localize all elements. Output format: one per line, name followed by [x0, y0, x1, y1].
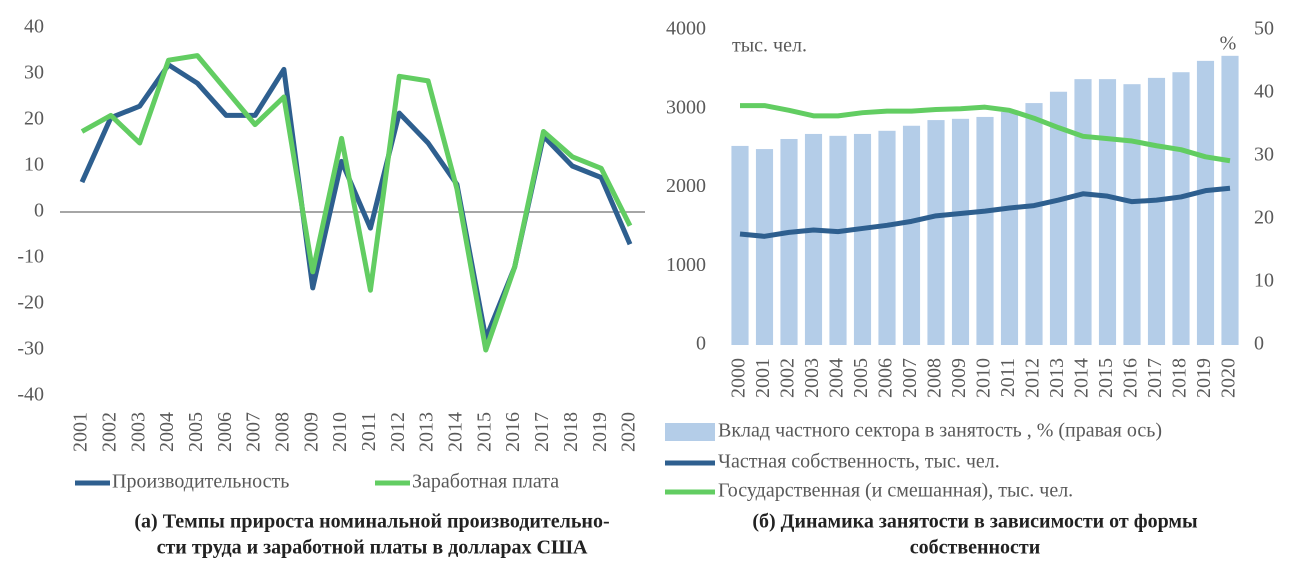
x-tick-label: 2019 — [1193, 358, 1215, 398]
x-tick-label: 2010 — [973, 358, 995, 398]
bar — [780, 138, 798, 345]
x-tick-label: 2000 — [728, 358, 750, 398]
bar — [878, 130, 896, 345]
x-tick-label: 2016 — [502, 412, 524, 452]
y-tick-label: -30 — [17, 338, 44, 360]
bar — [902, 125, 921, 345]
x-tick-label: 2011 — [358, 412, 380, 451]
x-tick-label: 2013 — [1046, 358, 1068, 398]
bar — [1000, 111, 1019, 346]
y2-axis-label: % — [1220, 33, 1237, 55]
bar — [1123, 84, 1141, 346]
y2-tick-label: 0 — [1254, 333, 1264, 355]
bar — [853, 133, 872, 345]
x-tick-label: 2007 — [243, 412, 265, 452]
x-tick-label: 2015 — [1095, 358, 1117, 398]
bar — [1025, 103, 1043, 345]
y-tick-label: 20 — [24, 108, 44, 130]
x-tick-label: 2016 — [1120, 358, 1142, 398]
bar — [1147, 77, 1166, 345]
y-tick-label: -20 — [17, 292, 44, 314]
legend-label: Государственная (и смешанная), тыс. чел. — [718, 480, 1073, 502]
x-tick-label: 2004 — [826, 358, 848, 398]
x-tick-label: 2015 — [473, 412, 495, 452]
y-tick-label: 10 — [24, 154, 44, 176]
y-tick-label: 40 — [24, 16, 44, 38]
x-tick-label: 2006 — [214, 412, 236, 452]
y2-tick-label: 50 — [1254, 18, 1274, 40]
x-tick-label: 2019 — [589, 412, 611, 452]
x-tick-label: 2007 — [899, 358, 921, 398]
y-tick-label: 3000 — [666, 96, 706, 118]
x-tick-label: 2020 — [618, 412, 640, 452]
y-tick-label: 2000 — [666, 175, 706, 197]
x-tick-label: 2018 — [560, 412, 582, 452]
bar — [1098, 79, 1117, 345]
x-tick-label: 2012 — [1022, 358, 1044, 398]
legend-swatch — [665, 423, 715, 441]
bar — [1074, 79, 1092, 345]
x-tick-label: 2018 — [1169, 358, 1191, 398]
x-tick-label: 2005 — [850, 358, 872, 398]
y2-tick-label: 20 — [1254, 207, 1274, 229]
y2-tick-label: 10 — [1254, 270, 1274, 292]
x-tick-label: 2008 — [924, 358, 946, 398]
bar — [1172, 72, 1190, 346]
x-tick-label: 2003 — [801, 358, 823, 398]
caption: сти труда и заработной платы в долларах … — [157, 537, 588, 559]
x-tick-label: 2011 — [997, 358, 1019, 397]
y-tick-label: 0 — [34, 200, 44, 222]
x-tick-label: 2001 — [70, 412, 92, 452]
bar — [1049, 91, 1068, 346]
legend-label: Производительность — [112, 471, 289, 493]
x-tick-label: 2001 — [752, 358, 774, 398]
x-tick-label: 2017 — [1144, 358, 1166, 398]
x-tick-label: 2006 — [875, 358, 897, 398]
y-tick-label: 0 — [696, 333, 706, 355]
x-tick-label: 2020 — [1218, 358, 1240, 398]
line — [740, 103, 1231, 164]
y-axis-label: тыс. чел. — [732, 35, 807, 57]
x-tick-label: 2008 — [271, 412, 293, 452]
bar — [951, 118, 970, 345]
caption: (а) Темпы прироста номинальной производи… — [134, 511, 609, 533]
bar — [829, 135, 847, 345]
y-tick-label: 1000 — [666, 254, 706, 276]
x-tick-label: 2012 — [387, 412, 409, 452]
bar — [1221, 55, 1239, 345]
line — [80, 53, 633, 353]
x-tick-label: 2002 — [777, 358, 799, 398]
bar — [927, 120, 945, 345]
bar — [976, 116, 994, 345]
x-tick-label: 2009 — [300, 412, 322, 452]
legend-label: Вклад частного сектора в занятость , % (… — [718, 420, 1162, 442]
y2-tick-label: 40 — [1254, 81, 1274, 103]
y2-tick-label: 30 — [1254, 144, 1274, 166]
y-tick-label: 4000 — [666, 18, 706, 40]
x-tick-label: 2014 — [1071, 358, 1093, 398]
y-tick-label: 30 — [24, 62, 44, 84]
y-tick-label: -40 — [17, 384, 44, 406]
x-tick-label: 2005 — [185, 412, 207, 452]
caption: (б) Динамика занятости в зависимости от … — [752, 511, 1198, 533]
x-tick-label: 2004 — [156, 412, 178, 452]
bar — [804, 133, 823, 345]
bar — [755, 149, 774, 345]
legend-label: Заработная плата — [412, 471, 559, 493]
x-tick-label: 2003 — [127, 412, 149, 452]
x-tick-label: 2013 — [416, 412, 438, 452]
bar — [731, 145, 749, 345]
bar — [1196, 60, 1215, 346]
x-tick-label: 2010 — [329, 412, 351, 452]
y-tick-label: -10 — [17, 246, 44, 268]
x-tick-label: 2002 — [98, 412, 120, 452]
caption: собственности — [910, 537, 1041, 559]
x-tick-label: 2009 — [948, 358, 970, 398]
legend-label: Частная собственность, тыс. чел. — [718, 451, 1000, 473]
x-tick-label: 2017 — [531, 412, 553, 452]
x-tick-label: 2014 — [445, 412, 467, 452]
line — [739, 185, 1231, 239]
